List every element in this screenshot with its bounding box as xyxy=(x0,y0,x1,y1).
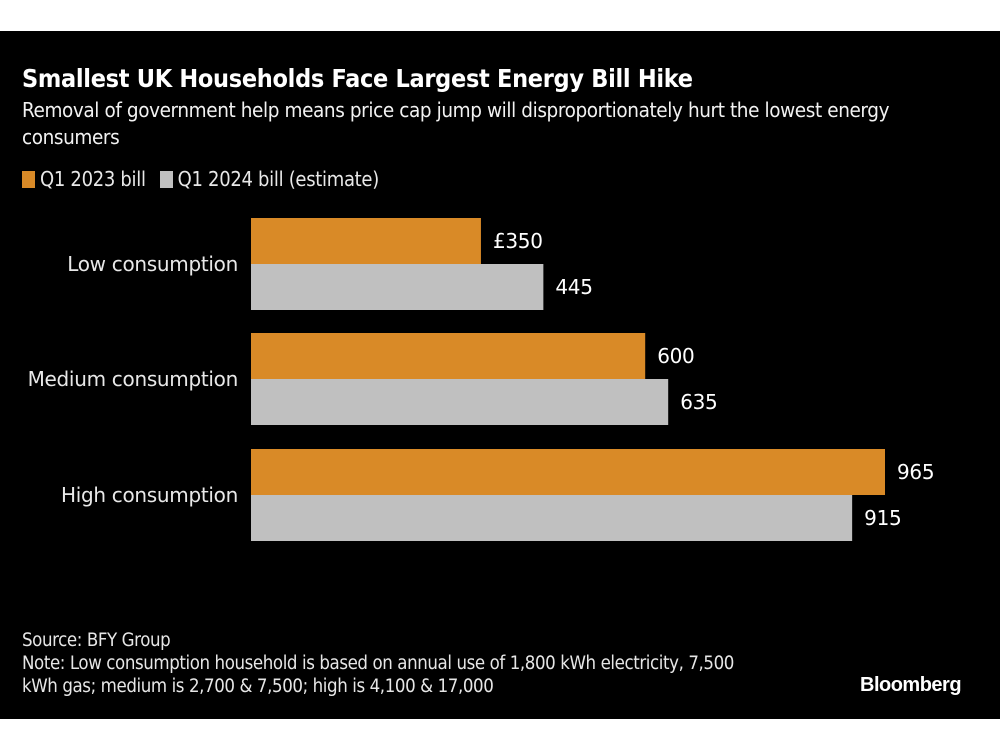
bar-high-consumption-q1-2023-bill xyxy=(251,449,885,495)
category-label-medium-consumption: Medium consumption xyxy=(28,367,238,391)
legend-label-q1-2024: Q1 2024 bill (estimate) xyxy=(177,167,380,191)
legend-item-q1-2024: Q1 2024 bill (estimate) xyxy=(159,167,380,191)
category-label-low-consumption: Low consumption xyxy=(67,252,238,276)
chart-panel: Smallest UK Households Face Largest Ener… xyxy=(0,31,1000,719)
bar-medium-consumption-q1-2024-bill-estimate- xyxy=(251,379,669,425)
data-label-high-consumption-q1-2024-bill-estimate-: 915 xyxy=(864,506,901,530)
chart-footer: Source: BFY Group Note: Low consumption … xyxy=(22,629,752,698)
data-label-low-consumption-q1-2024-bill-estimate-: 445 xyxy=(555,275,592,299)
data-label-high-consumption-q1-2023-bill: 965 xyxy=(897,460,934,484)
bar-low-consumption-q1-2024-bill-estimate- xyxy=(251,264,544,310)
bar-medium-consumption-q1-2023-bill xyxy=(251,333,646,379)
source-text: Source: BFY Group xyxy=(22,630,171,651)
bar-high-consumption-q1-2024-bill-estimate- xyxy=(251,495,853,541)
legend-swatch-q1-2023 xyxy=(22,170,35,188)
legend-item-q1-2023: Q1 2023 bill xyxy=(22,167,146,191)
data-label-medium-consumption-q1-2024-bill-estimate-: 635 xyxy=(680,390,717,414)
data-label-medium-consumption-q1-2023-bill: 600 xyxy=(657,344,694,368)
chart-subtitle: Removal of government help means price c… xyxy=(22,98,890,149)
legend-swatch-q1-2024 xyxy=(159,170,173,188)
bloomberg-logo: Bloomberg xyxy=(860,674,962,696)
note-text: Note: Low consumption household is based… xyxy=(22,653,734,697)
bar-low-consumption-q1-2023-bill xyxy=(251,218,481,264)
bar-chart: Low consumption £350 445 Medium consumption… xyxy=(28,218,935,541)
legend: Q1 2023 bill Q1 2024 bill (estimate) xyxy=(22,167,393,191)
data-label-low-consumption-q1-2023-bill: £350 xyxy=(493,229,543,253)
category-label-high-consumption: High consumption xyxy=(61,483,238,507)
chart-title: Smallest UK Households Face Largest Ener… xyxy=(22,64,693,93)
legend-label-q1-2023: Q1 2023 bill xyxy=(40,167,146,191)
